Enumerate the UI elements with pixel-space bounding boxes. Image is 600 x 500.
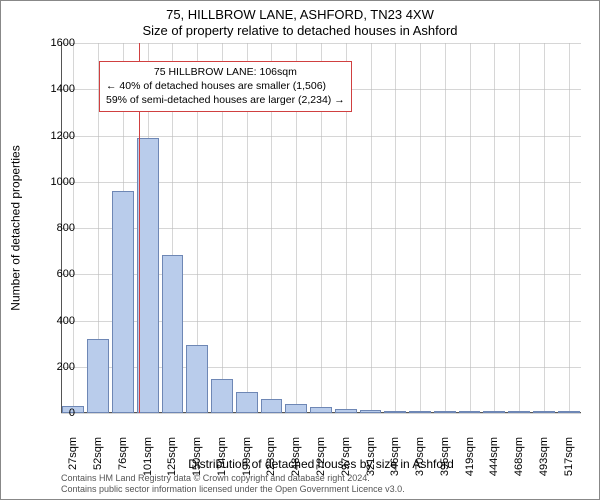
grid-line: [395, 43, 396, 413]
histogram-bar: [335, 409, 357, 413]
histogram-bar: [508, 411, 530, 413]
y-axis-label: Number of detached properties: [9, 43, 23, 413]
y-tick-label: 600: [45, 268, 75, 280]
y-tick-label: 200: [45, 361, 75, 373]
histogram-bar: [211, 379, 233, 413]
histogram-bar: [533, 411, 555, 413]
grid-line: [544, 43, 545, 413]
grid-line: [569, 43, 570, 413]
copyright-text: Contains HM Land Registry data © Crown c…: [61, 473, 581, 495]
histogram-bar: [186, 345, 208, 413]
histogram-bar: [360, 410, 382, 413]
y-tick-label: 1200: [45, 130, 75, 142]
histogram-bar: [162, 255, 184, 413]
y-tick-label: 1400: [45, 83, 75, 95]
grid-line: [519, 43, 520, 413]
y-tick-label: 1600: [45, 37, 75, 49]
grid-line: [445, 43, 446, 413]
histogram-bar: [236, 392, 258, 413]
histogram-bar: [285, 404, 307, 413]
chart-title-main: 75, HILLBROW LANE, ASHFORD, TN23 4XW: [1, 7, 599, 22]
histogram-bar: [409, 411, 431, 413]
y-tick-label: 800: [45, 222, 75, 234]
histogram-bar: [384, 411, 406, 413]
histogram-bar: [558, 411, 580, 413]
histogram-bar: [112, 191, 134, 413]
y-tick-label: 400: [45, 315, 75, 327]
grid-line: [494, 43, 495, 413]
histogram-bar: [459, 411, 481, 413]
chart-container: 75, HILLBROW LANE, ASHFORD, TN23 4XW Siz…: [0, 0, 600, 500]
grid-line: [371, 43, 372, 413]
plot-area: 75 HILLBROW LANE: 106sqm← 40% of detache…: [61, 43, 581, 413]
histogram-bar: [310, 407, 332, 413]
x-axis-label: Distribution of detached houses by size …: [61, 457, 581, 471]
histogram-bar: [483, 411, 505, 413]
grid-line: [420, 43, 421, 413]
histogram-bar: [261, 399, 283, 413]
y-tick-label: 0: [45, 407, 75, 419]
histogram-bar: [87, 339, 109, 413]
chart-title-sub: Size of property relative to detached ho…: [1, 23, 599, 38]
property-annotation: 75 HILLBROW LANE: 106sqm← 40% of detache…: [99, 61, 352, 112]
grid-line: [470, 43, 471, 413]
grid-line: [61, 413, 581, 414]
y-tick-label: 1000: [45, 176, 75, 188]
histogram-bar: [434, 411, 456, 413]
